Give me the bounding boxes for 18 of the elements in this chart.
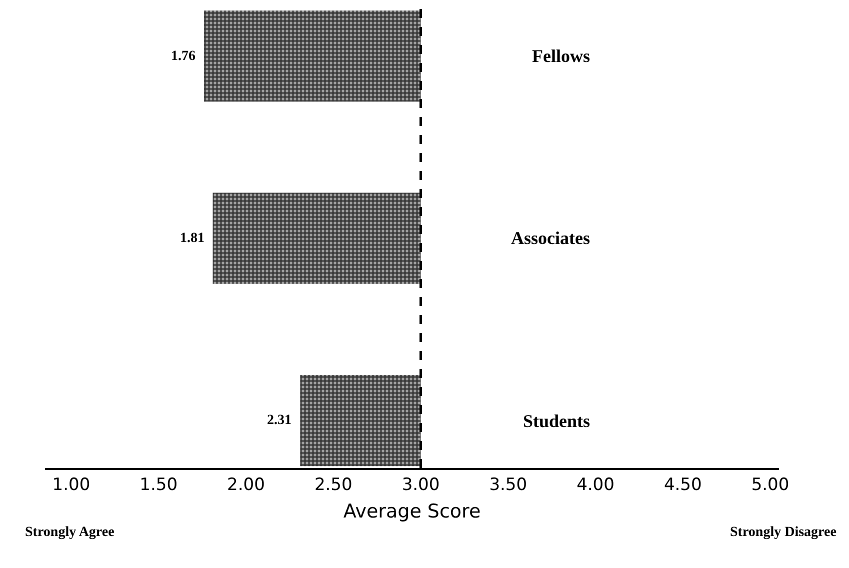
text: Strongly Agree xyxy=(25,525,114,540)
x-tick-label: 4.00 xyxy=(576,475,614,496)
x-tick-label: 1.00 xyxy=(52,475,90,496)
data-label: 1.81 xyxy=(180,231,204,246)
x-tick-label: 3.50 xyxy=(489,475,528,496)
x-tick-label: 2.00 xyxy=(227,475,265,496)
data-label: 2.31 xyxy=(267,413,292,428)
y-tick-label: Associates xyxy=(511,228,590,248)
x-tick-label: 4.50 xyxy=(664,475,702,496)
text: Strongly Disagree xyxy=(730,525,836,540)
x-tick-label: 1.50 xyxy=(140,475,178,496)
x-axis-title: Average Score xyxy=(343,500,481,522)
x-tick-label: 5.00 xyxy=(751,475,790,496)
data-label: 1.76 xyxy=(171,49,196,64)
y-tick-label: Students xyxy=(523,411,590,431)
x-tick-label: 2.50 xyxy=(314,475,352,496)
x-tick-label: 3.00 xyxy=(402,475,440,496)
y-tick-label: Fellows xyxy=(532,46,590,66)
